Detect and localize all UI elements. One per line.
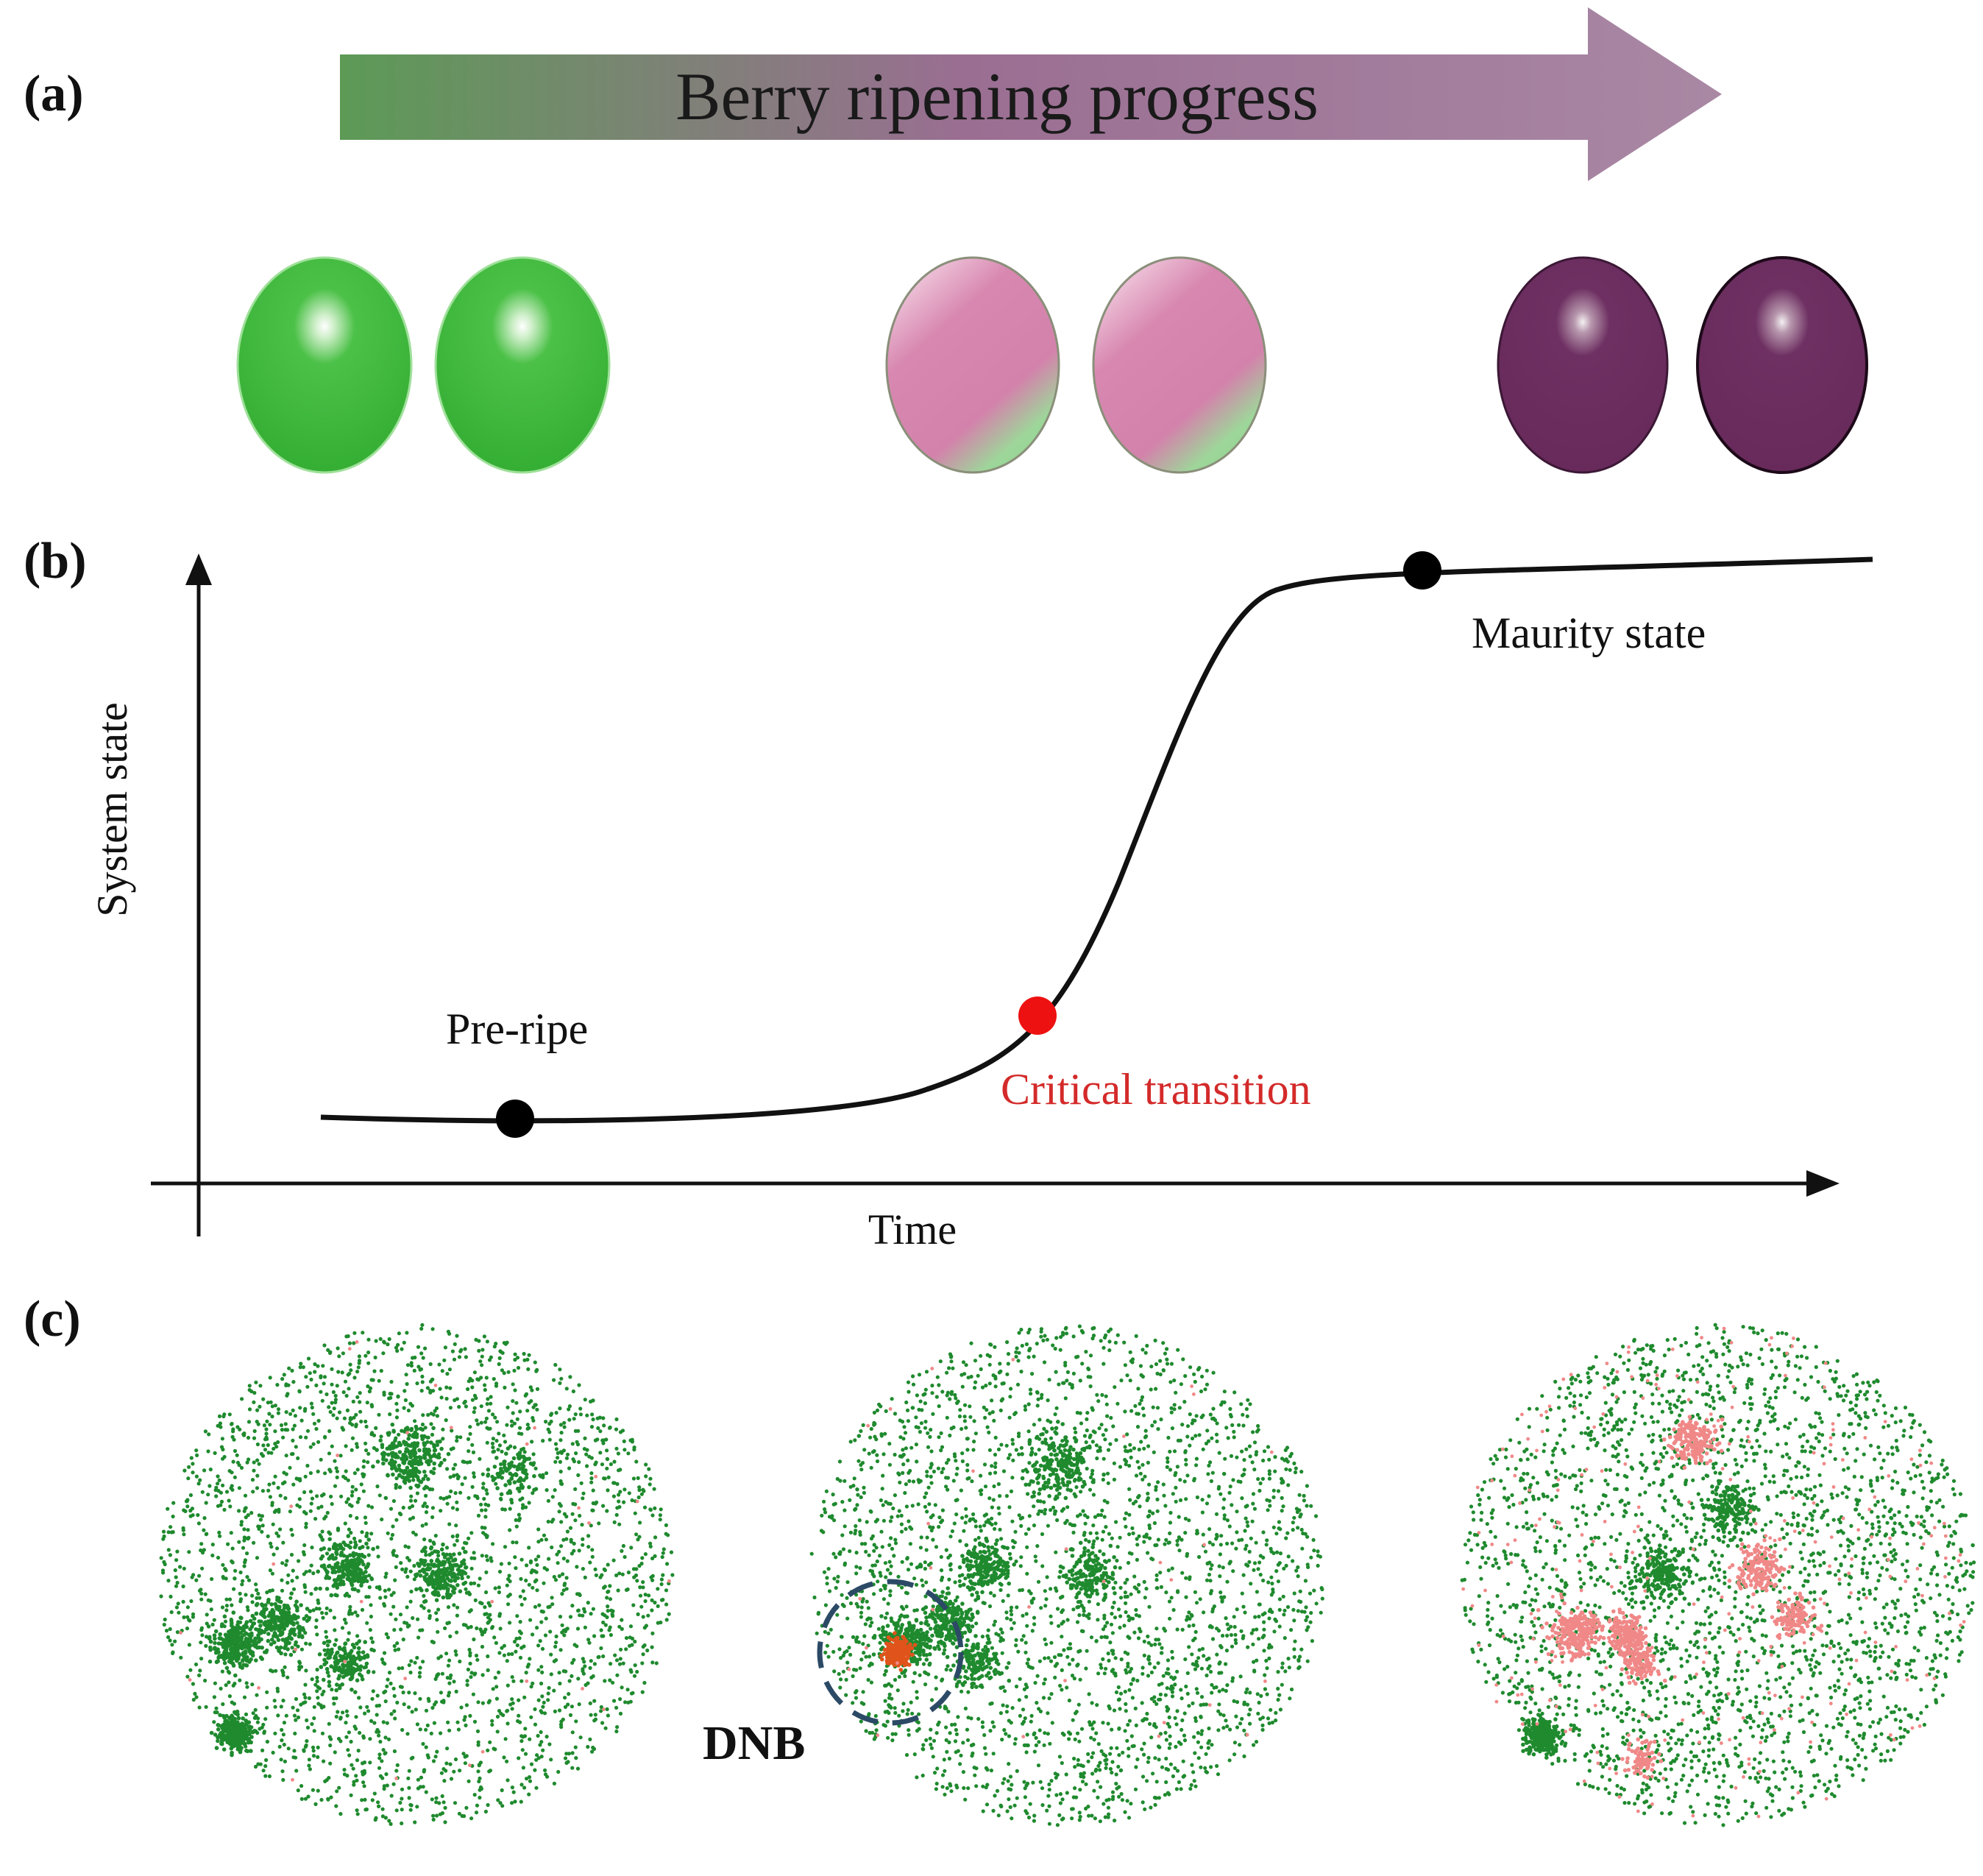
berry-ripe-2 [1696,256,1868,474]
y-axis-arrowhead [185,553,212,585]
panel-a-label: (a) [24,66,84,122]
network-critical [809,1324,1324,1827]
x-axis-label: Time [868,1206,957,1253]
y-axis-label: System state [88,702,136,917]
state-curve [320,556,1873,1124]
dnb-marker: DNB [703,1579,964,1770]
berry-veraison-2 [1092,256,1267,474]
berry-veraison-1 [885,256,1060,474]
state-plot: System state Time Pre-ripe Critical tran… [88,551,1873,1253]
point-critical-transition [1018,997,1057,1035]
berry-ripe-1 [1497,256,1669,474]
dnb-circle [817,1579,964,1726]
point-maturity [1403,551,1441,590]
ripening-arrow-text: Berry ripening progress [675,59,1319,134]
label-maturity-state: Maurity state [1472,609,1706,657]
berries-unripe [236,256,611,474]
panel-b-label: (b) [24,533,87,590]
berries-veraison [885,256,1267,474]
label-critical-transition: Critical transition [1001,1065,1311,1114]
berry-unripe-2 [434,256,611,474]
x-axis-arrowhead [1806,1170,1840,1197]
ripening-arrow: Berry ripening progress [340,7,1722,181]
berries-ripe [1497,256,1868,474]
network-mature [1460,1323,1976,1827]
point-pre-ripe [496,1100,534,1138]
dnb-label: DNB [703,1716,805,1770]
berry-unripe-1 [236,256,413,474]
panel-c-label: (c) [24,1291,81,1348]
label-pre-ripe: Pre-ripe [446,1005,588,1053]
network-pre-ripe [159,1323,675,1826]
